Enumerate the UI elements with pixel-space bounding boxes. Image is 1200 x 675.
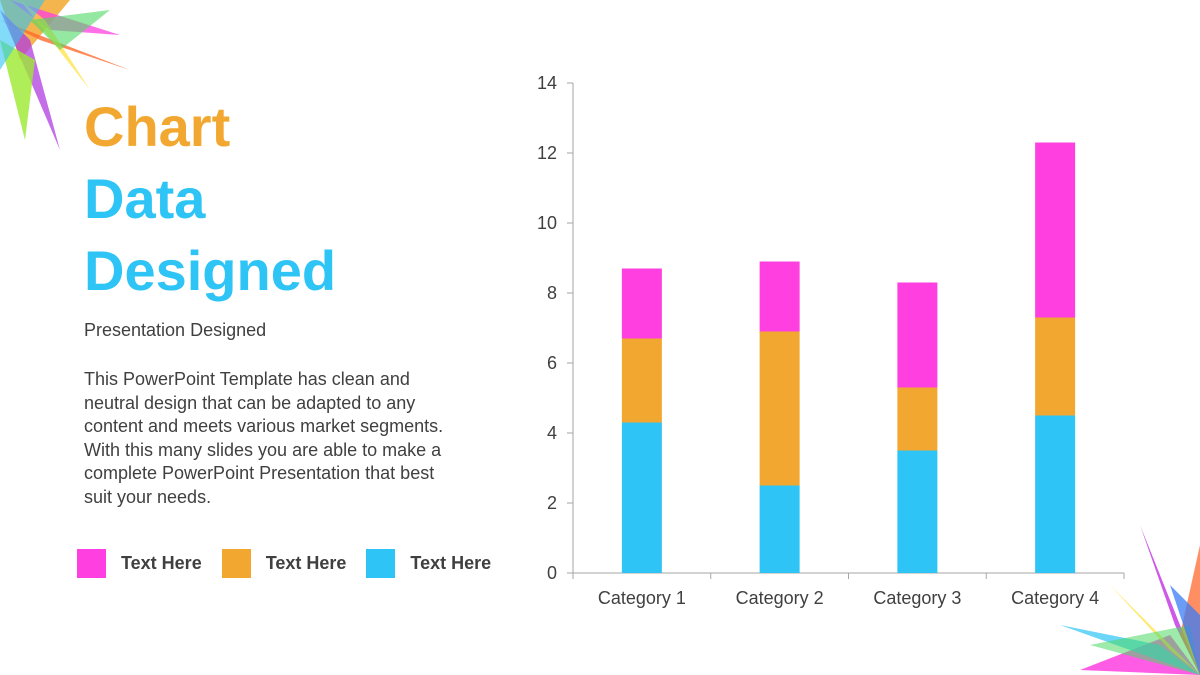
bar-segment-cat2-series3 [759,261,800,332]
y-tick-label: 10 [537,213,557,233]
legend-label-3: Text Here [410,553,492,573]
legend-item-2: Text Here [221,549,347,578]
y-tick-label: 8 [547,283,557,303]
bar-segment-cat2-series1 [759,485,800,573]
bar-segment-cat3-series3 [897,282,938,388]
legend-label-1: Text Here [121,553,202,573]
y-tick-label: 0 [547,563,557,583]
title-line-designed: Designed [84,239,337,302]
bar-segment-cat1-series2 [621,338,662,423]
legend-swatch-2 [221,549,251,578]
decorative-shards-top-left [0,0,130,150]
bar-segment-cat3-series1 [897,450,938,573]
legend-item-3: Text Here [366,549,491,578]
x-category-label: Category 3 [873,588,961,608]
title-line-chart: Chart [84,95,231,158]
x-category-label: Category 2 [736,588,824,608]
bar-segment-cat4-series1 [1035,415,1076,573]
legend-swatch-3 [366,549,396,578]
y-tick-label: 2 [547,493,557,513]
y-tick-label: 4 [547,423,557,443]
bar-segment-cat3-series2 [897,387,938,451]
y-tick-label: 12 [537,143,557,163]
y-tick-label: 14 [537,73,557,93]
title-line-data: Data [84,167,206,230]
legend: Text Here Text Here Text Here [77,549,511,578]
bar-segment-cat1-series3 [621,268,662,339]
legend-label-2: Text Here [265,553,347,573]
decorative-shards-bottom-right [1060,525,1200,675]
x-category-label: Category 4 [1011,588,1099,608]
legend-swatch-1 [77,549,106,578]
bar-segment-cat4-series2 [1035,317,1076,416]
legend-item-1: Text Here [77,549,202,578]
bar-segment-cat1-series1 [621,422,662,573]
body-text: This PowerPoint Template has clean and n… [84,369,444,507]
y-tick-label: 6 [547,353,557,373]
bar-segment-cat2-series2 [759,331,800,486]
x-category-label: Category 1 [598,588,686,608]
subtitle: Presentation Designed [84,320,267,340]
bar-segment-cat4-series3 [1035,142,1076,318]
